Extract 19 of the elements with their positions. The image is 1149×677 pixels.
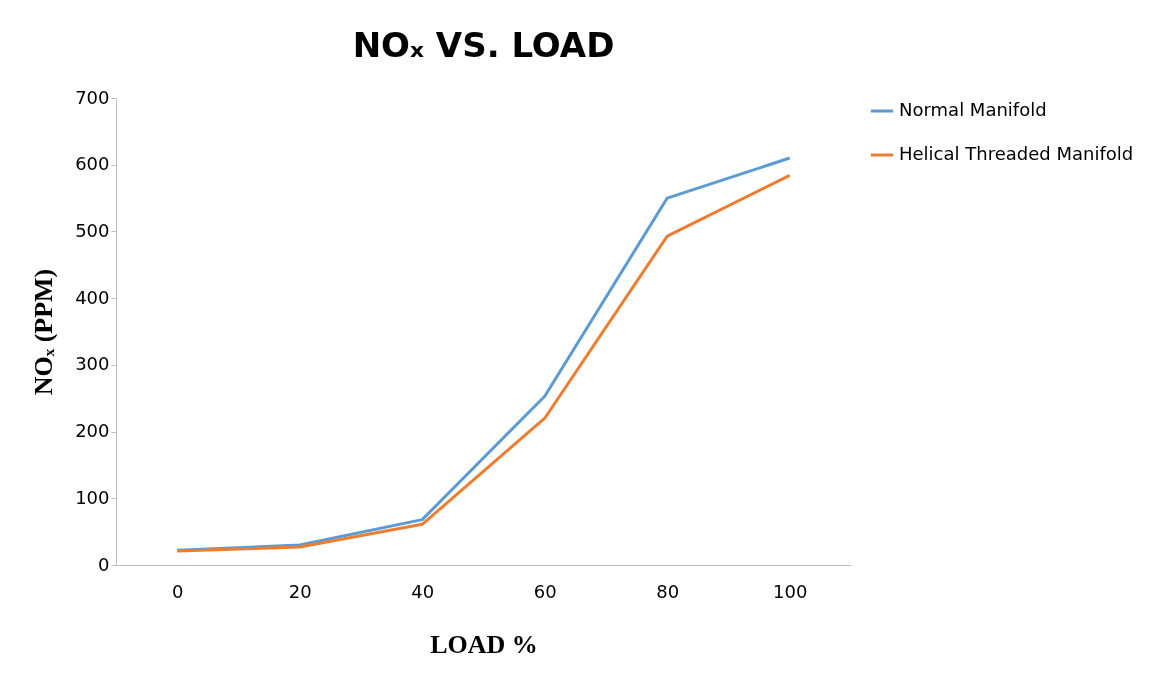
- y-tick-label: 0: [98, 553, 110, 575]
- x-tick-label: 60: [533, 580, 557, 602]
- x-axis-title: LOAD %: [430, 629, 538, 659]
- x-tick-label: 40: [411, 580, 435, 602]
- legend-label: Helical Threaded Manifold: [899, 143, 1134, 164]
- y-tick-label: 600: [75, 153, 110, 175]
- y-tick-label: 400: [75, 286, 110, 308]
- x-tick-label: 100: [773, 580, 808, 602]
- y-tick-label: 700: [75, 86, 110, 108]
- y-tick-label: 500: [75, 219, 110, 241]
- chart-title: NOₓ VS. LOAD: [352, 25, 615, 65]
- y-tick-label: 200: [75, 420, 110, 442]
- y-tick-label: 100: [75, 486, 110, 508]
- x-tick-label: 20: [288, 580, 312, 602]
- x-tick-label: 0: [172, 580, 184, 602]
- legend-label: Normal Manifold: [899, 99, 1047, 120]
- y-tick-label: 300: [75, 353, 110, 375]
- y-axis-title: NOₓ (PPM): [29, 268, 59, 396]
- x-tick-label: 80: [656, 580, 680, 602]
